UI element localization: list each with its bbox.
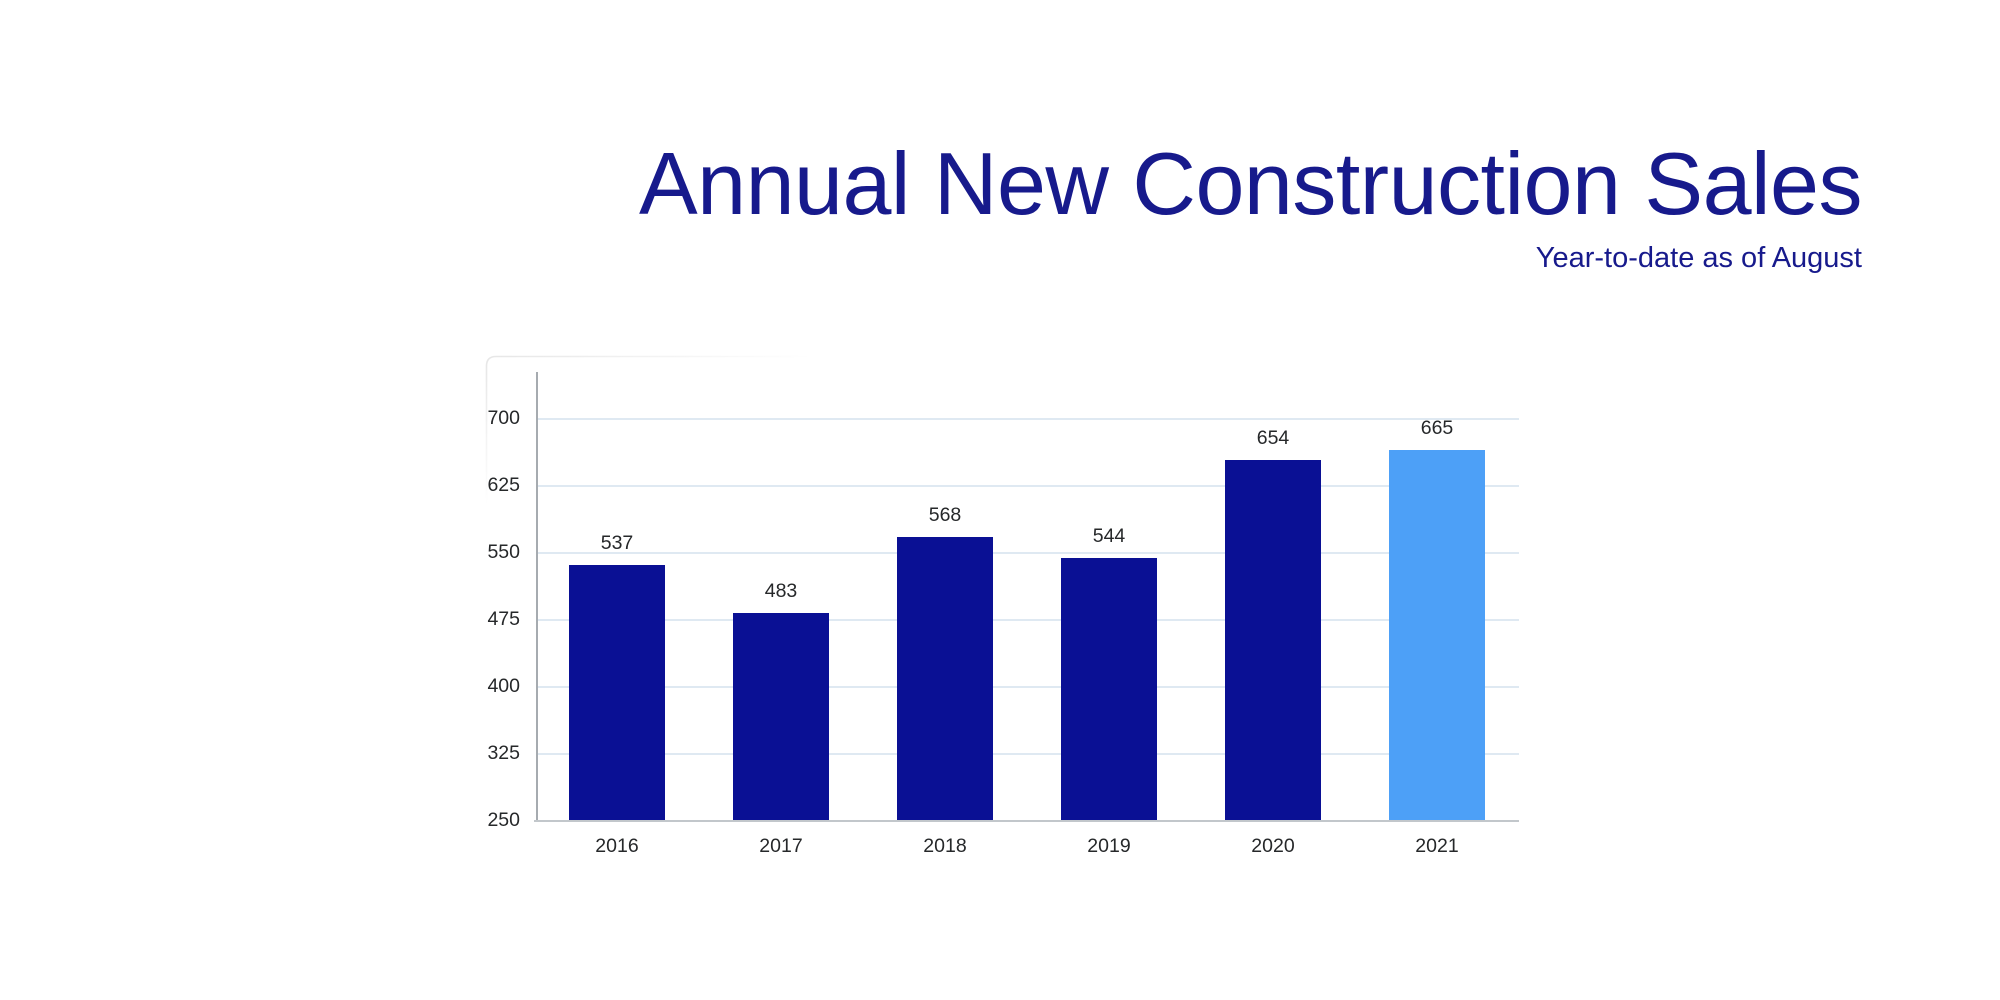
bar-value-label: 665	[1420, 417, 1454, 440]
y-tick-label: 475	[487, 608, 520, 630]
y-tick-label: 325	[487, 742, 520, 764]
chart-subtitle: Year-to-date as of August	[1535, 242, 1862, 274]
x-tick-label: 2019	[1087, 835, 1131, 857]
bar-value-label: 537	[600, 531, 634, 554]
bar-value-label: 568	[928, 503, 962, 526]
bar-value-label: 654	[1256, 427, 1290, 450]
x-tick-label: 2018	[923, 835, 967, 857]
y-tick-label: 400	[487, 675, 520, 697]
bar-2017	[733, 612, 829, 821]
bar-2021	[1389, 450, 1485, 821]
x-tick-label: 2017	[759, 835, 803, 857]
chart-header: Annual New Construction Sales Year-to-da…	[638, 134, 1863, 275]
y-axis-line	[536, 372, 538, 821]
y-tick-label: 700	[487, 407, 520, 429]
gridline	[536, 485, 1519, 487]
y-tick-label: 550	[487, 541, 520, 563]
y-tick-label: 250	[487, 809, 520, 831]
bar-2018	[897, 536, 993, 821]
gridline	[536, 753, 1519, 755]
gridline	[536, 552, 1519, 554]
bar-2019	[1061, 558, 1157, 821]
x-tick-label: 2021	[1415, 835, 1459, 857]
x-axis-line	[534, 820, 1519, 822]
bar-2020	[1225, 460, 1321, 821]
chart-title: Annual New Construction Sales	[638, 134, 1863, 233]
gridline	[536, 418, 1519, 420]
gridline	[536, 619, 1519, 621]
bar-2016	[569, 564, 665, 821]
bar-value-label: 483	[764, 579, 798, 602]
bar-value-label: 544	[1092, 525, 1126, 548]
x-tick-label: 2016	[595, 835, 639, 857]
x-tick-label: 2020	[1251, 835, 1295, 857]
gridline	[536, 686, 1519, 688]
y-tick-label: 625	[487, 474, 520, 496]
